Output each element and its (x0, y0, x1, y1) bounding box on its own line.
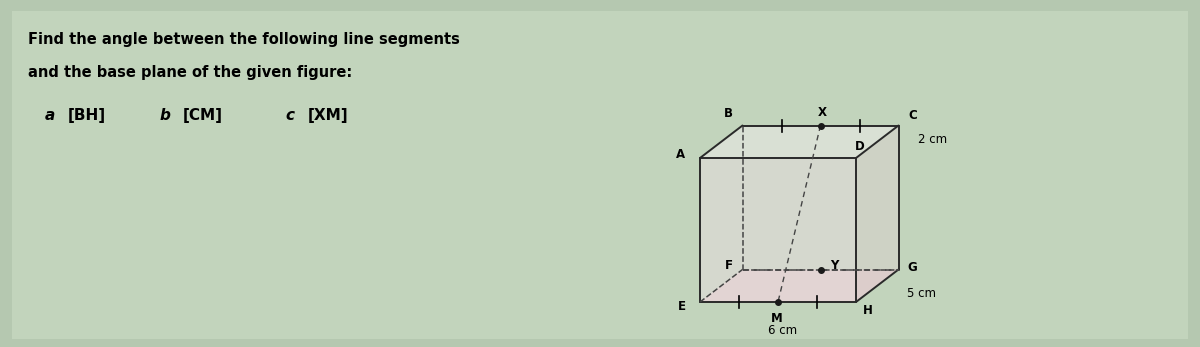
Text: G: G (907, 261, 917, 274)
Polygon shape (856, 126, 899, 302)
Text: [CM]: [CM] (182, 108, 223, 122)
Text: c: c (286, 108, 294, 122)
Text: 5 cm: 5 cm (907, 287, 936, 300)
Text: M: M (772, 312, 782, 324)
Polygon shape (700, 270, 899, 302)
Text: Y: Y (830, 259, 839, 272)
Text: [BH]: [BH] (68, 108, 106, 122)
Text: 2 cm: 2 cm (918, 133, 948, 146)
Text: C: C (908, 109, 917, 122)
Text: X: X (818, 106, 827, 119)
Text: H: H (863, 304, 872, 316)
Text: [XM]: [XM] (308, 108, 349, 122)
Text: F: F (725, 259, 732, 272)
Text: E: E (678, 301, 686, 313)
Text: Find the angle between the following line segments: Find the angle between the following lin… (28, 32, 460, 47)
Text: A: A (676, 147, 684, 161)
Text: B: B (724, 107, 733, 120)
Text: D: D (856, 139, 865, 152)
Polygon shape (700, 126, 899, 158)
Text: a: a (46, 108, 55, 122)
FancyBboxPatch shape (12, 11, 1188, 339)
Text: b: b (160, 108, 170, 122)
Text: 6 cm: 6 cm (768, 323, 798, 337)
Polygon shape (700, 158, 856, 302)
Text: and the base plane of the given figure:: and the base plane of the given figure: (28, 65, 353, 80)
